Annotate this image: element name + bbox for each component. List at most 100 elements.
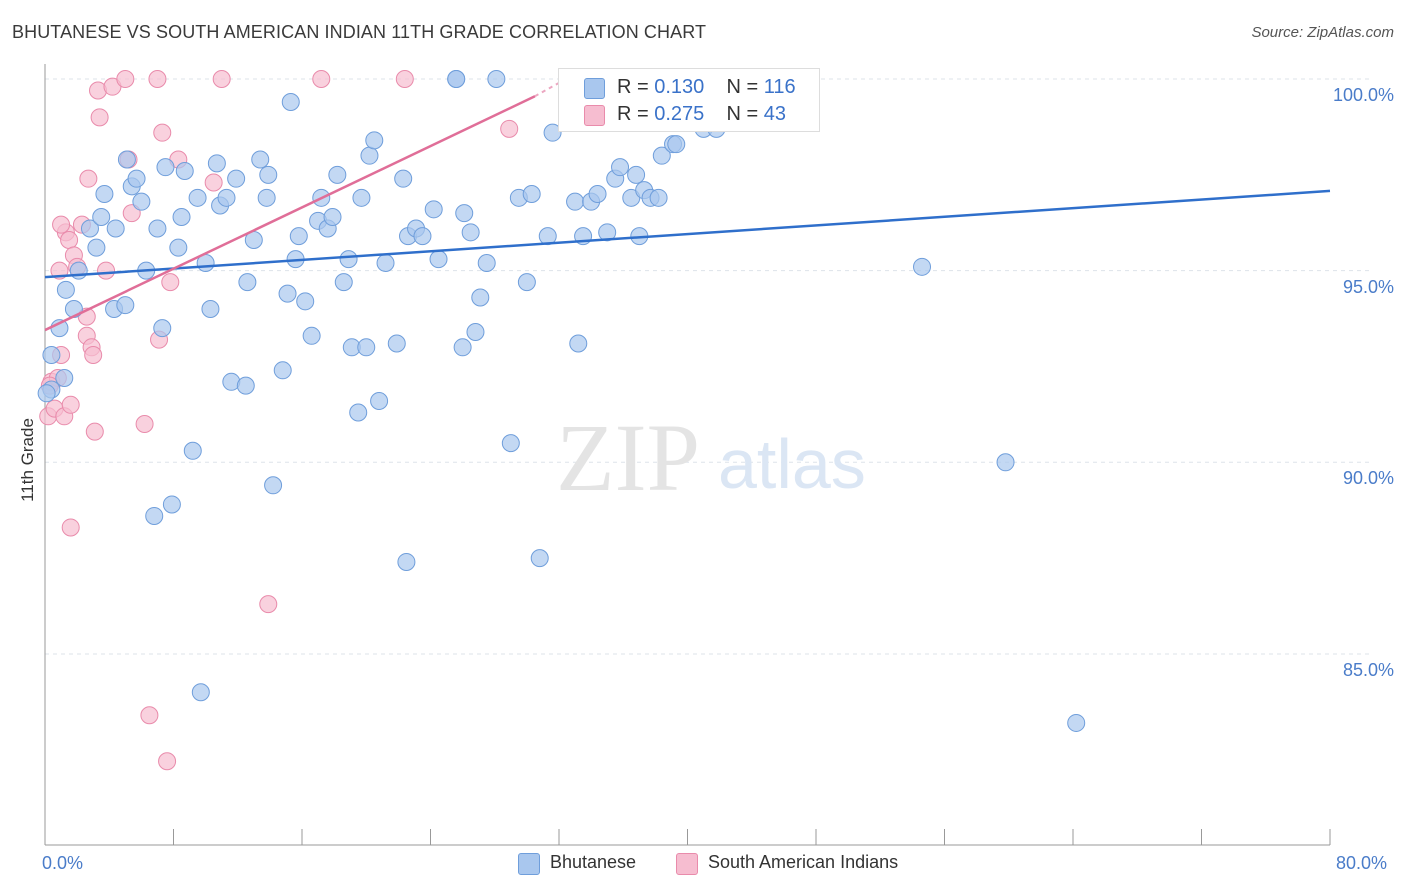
blue-swatch-icon xyxy=(518,853,540,875)
south-american-indians-point xyxy=(204,173,223,192)
bhutanese-point xyxy=(339,250,358,269)
watermark: ZIP atlas xyxy=(556,404,866,511)
bhutanese-point xyxy=(42,345,61,364)
chart-title: BHUTANESE VS SOUTH AMERICAN INDIAN 11TH … xyxy=(12,22,707,42)
bhutanese-point xyxy=(56,280,75,299)
south-american-indians-point xyxy=(84,345,103,364)
y-tick-label: 100.0% xyxy=(1332,85,1394,105)
y-tick-label: 95.0% xyxy=(1342,276,1394,297)
bhutanese-point xyxy=(148,219,167,238)
bhutanese-point xyxy=(466,322,485,341)
bhutanese-point xyxy=(172,207,191,226)
bhutanese-point xyxy=(522,184,541,203)
bhutanese-point xyxy=(376,253,395,272)
bhutanese-point xyxy=(106,219,125,238)
south-american-indians-point xyxy=(61,395,80,414)
bhutanese-point xyxy=(153,319,172,338)
bhutanese-point xyxy=(95,184,114,203)
trend-lines xyxy=(44,81,1331,332)
bhutanese-point xyxy=(413,227,432,246)
bhutanese-point xyxy=(517,273,536,292)
bhutanese-point xyxy=(652,146,671,165)
bhutanese-point xyxy=(566,192,585,211)
bhutanese-point xyxy=(370,391,389,410)
blue-swatch-icon xyxy=(584,78,605,99)
bhutanese-point xyxy=(598,223,617,242)
south-american-indians-point xyxy=(259,595,278,614)
y-tick-label: 90.0% xyxy=(1342,468,1394,489)
series-legend: Bhutanese South American Indians xyxy=(0,851,1406,877)
bhutanese-trend-line xyxy=(44,189,1331,279)
bhutanese-point xyxy=(117,150,136,169)
axes xyxy=(44,64,1331,846)
source-label: Source: ZipAtlas.com xyxy=(1251,24,1394,41)
bhutanese-point xyxy=(92,207,111,226)
bhutanese-point xyxy=(156,158,175,177)
r-value: 0.275 xyxy=(654,103,705,125)
bhutanese-point xyxy=(394,169,413,188)
bhutanese-point xyxy=(360,146,379,165)
bhutanese-point xyxy=(289,227,308,246)
south-american-indians-point xyxy=(212,70,231,88)
bhutanese-point xyxy=(281,92,300,111)
bhutanese-point xyxy=(87,238,106,257)
bhutanese-point xyxy=(264,476,283,495)
bhutanese-point xyxy=(530,549,549,568)
r-label: R = xyxy=(617,76,649,98)
south-american-indians-trend-line xyxy=(44,95,536,332)
bhutanese-point xyxy=(588,184,607,203)
south-american-indians-point xyxy=(312,70,331,88)
bhutanese-points xyxy=(37,70,1086,732)
south-american-indians-point xyxy=(158,752,177,771)
bhutanese-point xyxy=(227,169,246,188)
bhutanese-point xyxy=(162,495,181,514)
n-label: N = xyxy=(726,76,759,98)
bhutanese-point xyxy=(429,250,448,269)
bhutanese-point xyxy=(183,441,202,460)
south-american-indians-point xyxy=(61,518,80,537)
bhutanese-point xyxy=(334,273,353,292)
bhutanese-point xyxy=(1067,713,1086,732)
bhutanese-point xyxy=(328,165,347,184)
bhutanese-point xyxy=(461,223,480,242)
watermark-atlas: atlas xyxy=(718,425,866,503)
r-label: R = xyxy=(617,103,649,125)
bhutanese-point xyxy=(207,154,226,173)
bhutanese-point xyxy=(37,384,56,403)
bhutanese-point xyxy=(175,161,194,180)
south-american-indians-point xyxy=(85,422,104,441)
bhutanese-point xyxy=(236,376,255,395)
bhutanese-point xyxy=(649,188,668,207)
south-american-indians-point xyxy=(60,230,79,249)
south-american-indians-points xyxy=(39,70,519,771)
pink-swatch-icon xyxy=(584,105,605,126)
south-american-indians-point xyxy=(500,119,519,138)
bhutanese-point xyxy=(424,200,443,219)
bhutanese-point xyxy=(667,135,686,154)
bhutanese-point xyxy=(447,70,466,88)
bhutanese-point xyxy=(453,338,472,357)
south-american-indians-point xyxy=(395,70,414,88)
n-value: 43 xyxy=(763,103,787,125)
south-american-indians-trend-extension xyxy=(534,81,560,98)
bhutanese-point xyxy=(627,165,646,184)
r-value: 0.130 xyxy=(654,76,705,98)
south-american-indians-point xyxy=(140,706,159,725)
south-american-indians-point xyxy=(148,70,167,88)
south-american-indians-point xyxy=(97,261,116,280)
bhutanese-point xyxy=(387,334,406,353)
bhutanese-point xyxy=(501,434,520,453)
bhutanese-point xyxy=(259,165,278,184)
bhutanese-point xyxy=(487,70,506,88)
bhutanese-point xyxy=(69,261,88,280)
south-american-indians-point xyxy=(79,169,98,188)
x-tick-max: 80.0% xyxy=(1336,853,1388,873)
bhutanese-point xyxy=(455,204,474,223)
bhutanese-point xyxy=(169,238,188,257)
bhutanese-point xyxy=(132,192,151,211)
bhutanese-point xyxy=(116,296,135,315)
south-american-indians-point xyxy=(161,273,180,292)
bhutanese-point xyxy=(251,150,270,169)
legend-label: South American Indians xyxy=(708,852,899,872)
